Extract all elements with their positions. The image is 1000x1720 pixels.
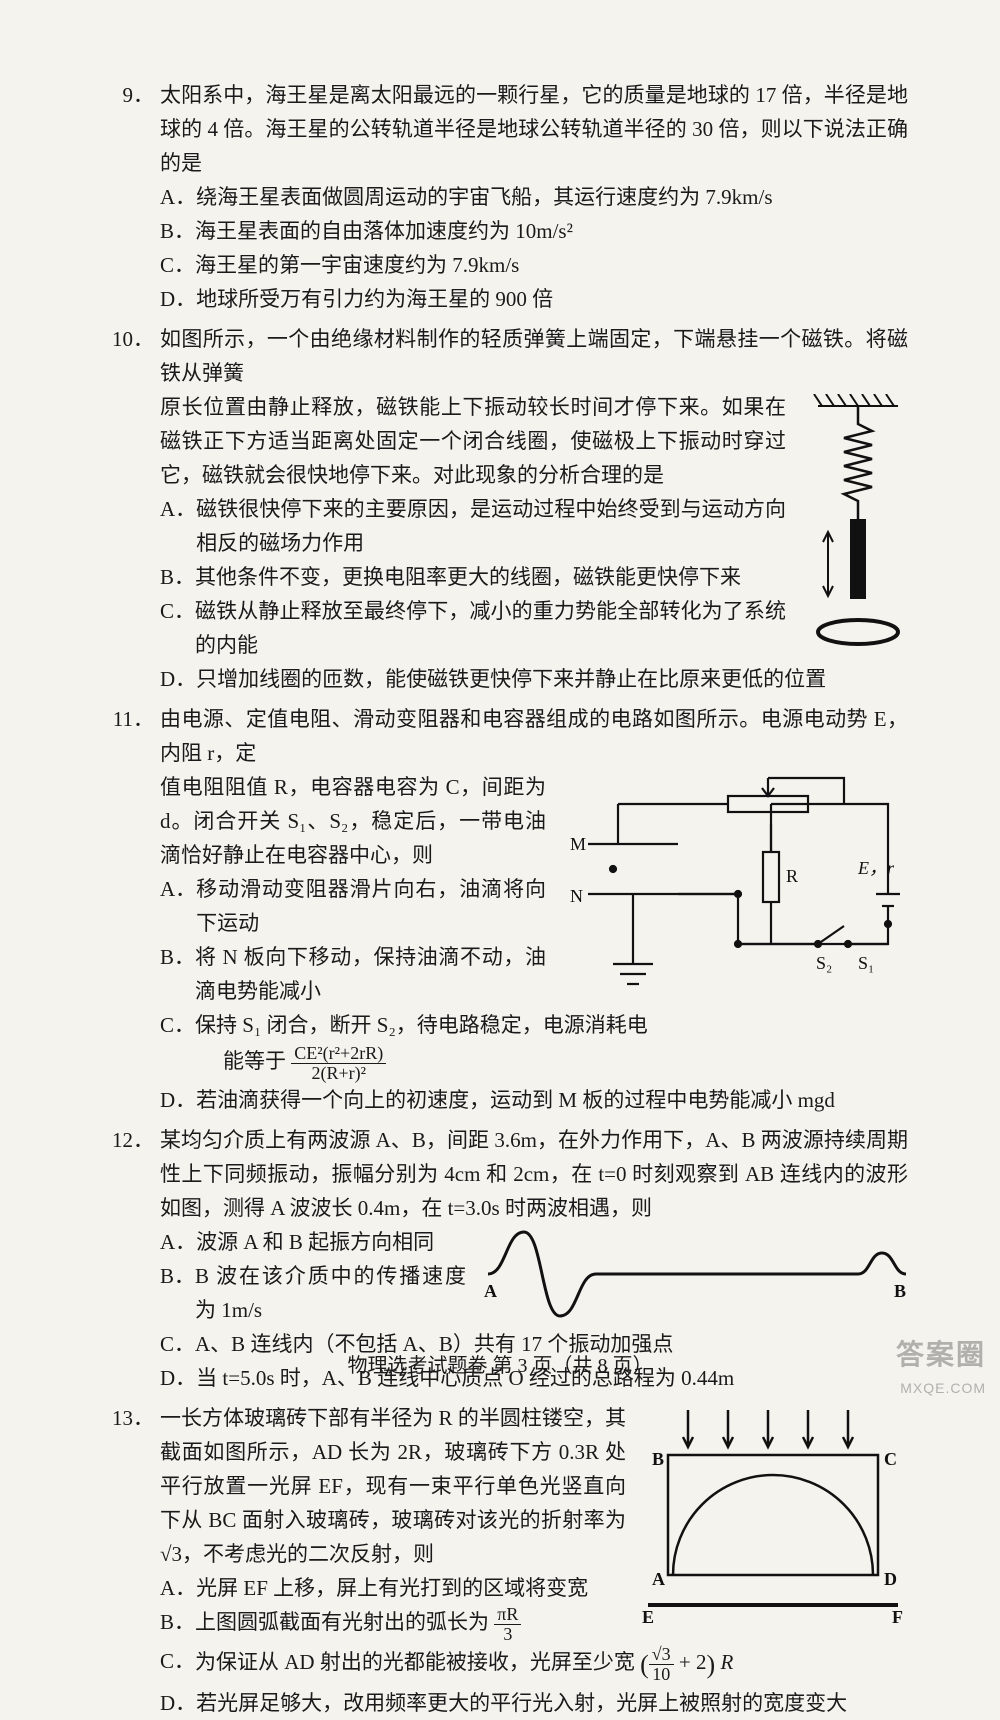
q13-optC-den: 10 bbox=[649, 1665, 674, 1684]
q10-optD-label: D． bbox=[160, 662, 196, 696]
q13-optB: 上图圆弧截面有光射出的弧长为 πR 3 bbox=[195, 1605, 626, 1644]
q13-optC-num: √3 bbox=[649, 1645, 674, 1665]
page-footer: 物理选考试题卷 第 3 页（共 8 页） bbox=[0, 1350, 1000, 1382]
q9-optA-label: A． bbox=[160, 180, 196, 214]
q10-number: 10． bbox=[110, 322, 160, 696]
q11-optD: 若油滴获得一个向上的初速度，运动到 M 板的过程中电势能减小 mgd bbox=[196, 1083, 908, 1117]
q11-label-N: N bbox=[570, 886, 583, 906]
q12-figure: A B bbox=[478, 1219, 908, 1319]
q11-optA: 移动滑动变阻器滑片向右，油滴将向下运动 bbox=[196, 872, 546, 940]
q13-label-B: B bbox=[652, 1449, 664, 1469]
watermark-line2: MXQE.COM bbox=[896, 1377, 986, 1400]
q11-stem-1: 由电源、定值电阻、滑动变阻器和电容器组成的电路如图所示。电源电动势 E，内阻 r… bbox=[160, 702, 908, 770]
q13-number: 13． bbox=[110, 1401, 160, 1720]
q9-number: 9． bbox=[110, 78, 160, 316]
q12-optB: B 波在该介质中的传播速度为 1m/s bbox=[195, 1259, 466, 1327]
q13-optB-num: πR bbox=[494, 1605, 521, 1625]
q11-optC-tail: 能等于 bbox=[223, 1050, 286, 1074]
q9-optC-label: C． bbox=[160, 248, 195, 282]
q12-label-A: A bbox=[484, 1281, 497, 1301]
q9-stem: 太阳系中，海王星是离太阳最远的一颗行星，它的质量是地球的 17 倍，半径是地球的… bbox=[160, 78, 908, 180]
q13-optC-frac: √3 10 bbox=[649, 1645, 674, 1684]
q11-label-E: E，r bbox=[857, 858, 895, 878]
q10-optB-label: B． bbox=[160, 560, 195, 594]
q12-stem: 某均匀介质上有两波源 A、B，间距 3.6m，在外力作用下，A、B 两波源持续周… bbox=[160, 1123, 908, 1225]
q12-optA-label: A． bbox=[160, 1225, 196, 1259]
q10-figure bbox=[798, 394, 908, 654]
q10-optA: 磁铁很快停下来的主要原因，是运动过程中始终受到与运动方向相反的磁场力作用 bbox=[196, 492, 786, 560]
q12-optA: 波源 A 和 B 起振方向相同 bbox=[196, 1225, 466, 1259]
watermark-line1: 答案圈 bbox=[896, 1332, 986, 1377]
q11-label-S1: S₁ bbox=[858, 953, 874, 973]
q10-optD: 只增加线圈的匝数，能使磁铁更快停下来并静止在比原来更低的位置 bbox=[196, 662, 908, 696]
q12-optB-label: B． bbox=[160, 1259, 195, 1327]
q11-label-M: M bbox=[570, 834, 586, 854]
question-11: 11． 由电源、定值电阻、滑动变阻器和电容器组成的电路如图所示。电源电动势 E，… bbox=[110, 702, 908, 1117]
question-10: 10． 如图所示，一个由绝缘材料制作的轻质弹簧上端固定，下端悬挂一个磁铁。将磁铁… bbox=[110, 322, 908, 696]
q13-optA: 光屏 EF 上移，屏上有光打到的区域将变宽 bbox=[196, 1571, 626, 1605]
q11-optC-fraction: CE²(r²+2rR) 2(R+r)² bbox=[291, 1044, 386, 1083]
q11-figure: M N R E，r S₁ S₂ bbox=[558, 774, 908, 1004]
q10-stem-line1: 如图所示，一个由绝缘材料制作的轻质弹簧上端固定，下端悬挂一个磁铁。将磁铁从弹簧 bbox=[160, 322, 908, 390]
q11-optB-label: B． bbox=[160, 940, 195, 1008]
q13-label-D: D bbox=[884, 1569, 897, 1589]
q13-optB-label: B． bbox=[160, 1605, 195, 1644]
q11-label-R: R bbox=[786, 866, 798, 886]
q9-optA: 绕海王星表面做圆周运动的宇宙飞船，其运行速度约为 7.9km/s bbox=[196, 180, 908, 214]
q12-label-B: B bbox=[894, 1281, 906, 1301]
q11-optC-den: 2(R+r)² bbox=[291, 1064, 386, 1083]
q13-optD-label: D． bbox=[160, 1686, 196, 1720]
q13-optA-label: A． bbox=[160, 1571, 196, 1605]
q11-optA-label: A． bbox=[160, 872, 196, 940]
q11-label-S2: S₂ bbox=[816, 953, 832, 973]
q9-optD: 地球所受万有引力约为海王星的 900 倍 bbox=[196, 282, 908, 316]
q13-label-C: C bbox=[884, 1449, 897, 1469]
question-13: 13． bbox=[110, 1401, 908, 1720]
q9-optD-label: D． bbox=[160, 282, 196, 316]
q10-optC: 磁铁从静止释放至最终停下，减小的重力势能全部转化为了系统的内能 bbox=[195, 594, 786, 662]
q10-optC-label: C． bbox=[160, 594, 195, 662]
q13-label-E: E bbox=[642, 1607, 654, 1627]
q11-optC: 保持 S₁ 闭合，断开 S₂，待电路稳定，电源消耗电 能等于 CE²(r²+2r… bbox=[195, 1008, 908, 1083]
q13-optC-post: R bbox=[715, 1650, 733, 1674]
q11-optC-label: C． bbox=[160, 1008, 195, 1083]
q13-label-F: F bbox=[892, 1607, 903, 1627]
q10-optA-label: A． bbox=[160, 492, 196, 560]
q13-optC-post-inner: + 2 bbox=[674, 1650, 707, 1674]
q11-optB: 将 N 板向下移动，保持油滴不动，油滴电势能减小 bbox=[195, 940, 546, 1008]
q11-optC-pre: 保持 S₁ 闭合，断开 S₂，待电路稳定，电源消耗电 bbox=[195, 1013, 648, 1037]
q10-optB: 其他条件不变，更换电阻率更大的线圈，磁铁能更快停下来 bbox=[195, 560, 786, 594]
q11-number: 11． bbox=[110, 702, 160, 1117]
q9-optC: 海王星的第一宇宙速度约为 7.9km/s bbox=[195, 248, 908, 282]
q13-optD: 若光屏足够大，改用频率更大的平行光入射，光屏上被照射的宽度变大 bbox=[196, 1686, 908, 1720]
q13-label-A: A bbox=[652, 1569, 665, 1589]
q11-optD-label: D． bbox=[160, 1083, 196, 1117]
q13-figure: B C A D E F bbox=[638, 1405, 908, 1635]
q13-optC-label: C． bbox=[160, 1644, 195, 1686]
q13-optC-pre: 为保证从 AD 射出的光都能被接收，光屏至少宽 bbox=[195, 1650, 635, 1674]
q13-optB-den: 3 bbox=[494, 1625, 521, 1644]
q11-optC-num: CE²(r²+2rR) bbox=[291, 1044, 386, 1064]
q10-stem-line2: 原长位置由静止释放，磁铁能上下振动较长时间才停下来。如果在磁铁正下方适当距离处固… bbox=[160, 390, 908, 492]
watermark: 答案圈 MXQE.COM bbox=[896, 1332, 986, 1400]
q9-optB-label: B． bbox=[160, 214, 195, 248]
q13-optB-frac: πR 3 bbox=[494, 1605, 521, 1644]
q13-optB-pre: 上图圆弧截面有光射出的弧长为 bbox=[195, 1611, 489, 1635]
q13-optC: 为保证从 AD 射出的光都能被接收，光屏至少宽 ( √3 10 + 2) R bbox=[195, 1644, 908, 1686]
q9-optB: 海王星表面的自由落体加速度约为 10m/s² bbox=[195, 214, 908, 248]
question-9: 9． 太阳系中，海王星是离太阳最远的一颗行星，它的质量是地球的 17 倍，半径是… bbox=[110, 78, 908, 316]
